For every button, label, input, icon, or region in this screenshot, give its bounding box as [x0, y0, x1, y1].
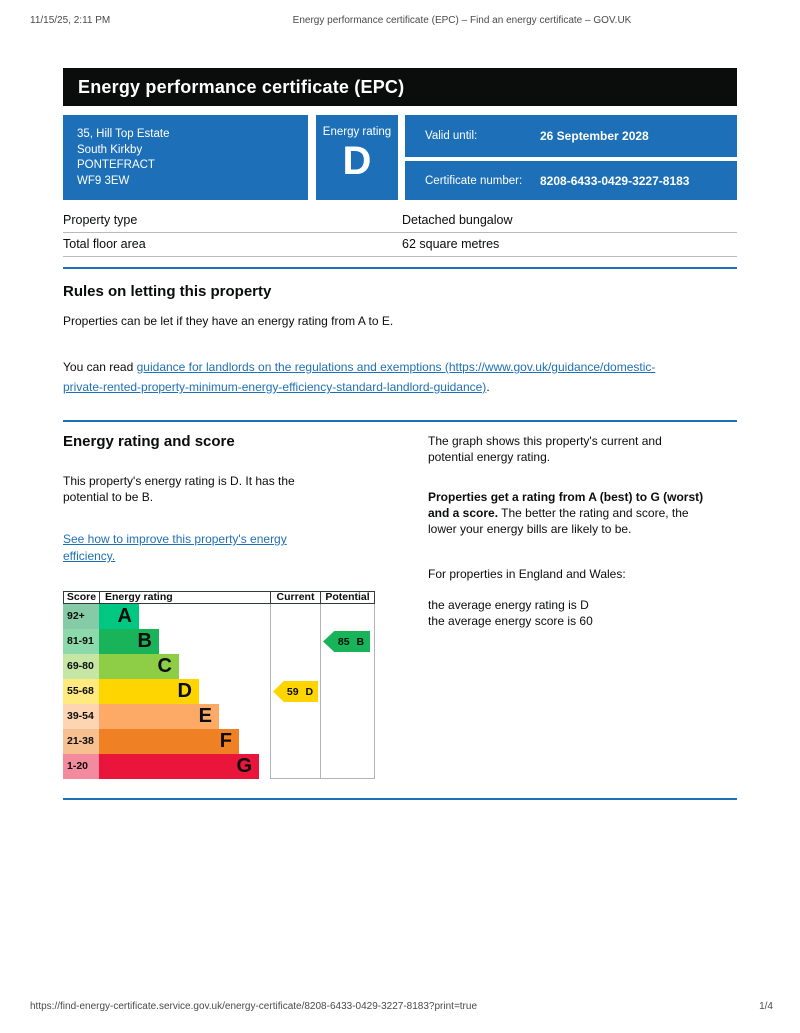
address-line-4: WF9 3EW: [77, 174, 130, 187]
guidance-text-prefix: You can read: [63, 360, 137, 374]
valid-until-label: Valid until:: [425, 130, 478, 142]
band-letter: B: [137, 630, 152, 652]
chart-header-score: Score: [63, 591, 100, 604]
banner-title: Energy performance certificate (EPC): [78, 76, 405, 97]
england-wales-line: For properties in England and Wales:: [428, 567, 626, 581]
address-line-2: South Kirkby: [77, 143, 143, 156]
improve-efficiency-link[interactable]: See how to improve this property's energ…: [63, 532, 287, 546]
band-score-range: 55-68: [63, 679, 99, 704]
certificate-number-box: Certificate number: 8208-6433-0429-3227-…: [405, 161, 737, 200]
chart-header-energy-rating: Energy rating: [99, 591, 271, 604]
landlord-guidance-link[interactable]: private-rented-property-minimum-energy-e…: [63, 380, 487, 394]
section-divider: [63, 420, 737, 422]
valid-until-value: 26 September 2028: [540, 129, 649, 143]
band-bar-c: C: [99, 654, 179, 679]
rating-summary-line: potential to be B.: [63, 490, 154, 504]
print-footer-page-number: 1/4: [759, 1001, 773, 1012]
rating-scale-text: The better the rating and score, the: [498, 506, 689, 520]
section-divider: [63, 798, 737, 800]
address-line-3: PONTEFRACT: [77, 159, 155, 171]
floor-area-label: Total floor area: [63, 237, 146, 251]
average-rating-line: the average energy rating is D: [428, 598, 589, 612]
band-letter: E: [198, 705, 212, 727]
epc-band-row-g: 1-20 G: [63, 754, 374, 779]
certificate-banner: Energy performance certificate (EPC): [63, 68, 737, 106]
table-row: Property type Detached bungalow: [63, 208, 737, 233]
band-score-range: 92+: [63, 604, 99, 629]
graph-explain-paragraph: The graph shows this property's current …: [428, 433, 662, 465]
rating-scale-text: lower your energy bills are likely to be…: [428, 522, 632, 536]
rules-paragraph: Properties can be let if they have an en…: [63, 314, 394, 328]
potential-rating-arrow-letter: B: [356, 635, 365, 648]
energy-rating-box: Energy rating D: [316, 115, 398, 200]
potential-rating-arrow-score: 85: [337, 635, 350, 648]
band-score-range: 39-54: [63, 704, 99, 729]
improve-link-paragraph: See how to improve this property's energ…: [63, 531, 287, 565]
band-score-range: 1-20: [63, 754, 99, 779]
epc-band-row-b: 81-91 B: [63, 629, 374, 654]
certificate-number-value: 8208-6433-0429-3227-8183: [540, 173, 690, 188]
print-datetime: 11/15/25, 2:11 PM: [30, 15, 111, 26]
print-footer-url: https://find-energy-certificate.service.…: [30, 1001, 478, 1012]
band-score-range: 69-80: [63, 654, 99, 679]
potential-rating-arrow: 85 B: [323, 631, 370, 652]
band-letter: A: [117, 605, 132, 627]
print-page-title: Energy performance certificate (EPC) – F…: [292, 15, 632, 26]
current-rating-arrow: 59 D: [273, 681, 318, 702]
property-address-box: 35, Hill Top Estate South Kirkby PONTEFR…: [63, 115, 308, 200]
rating-scale-paragraph: Properties get a rating from A (best) to…: [428, 489, 703, 537]
band-letter: F: [219, 730, 232, 752]
epc-band-row-e: 39-54 E: [63, 704, 374, 729]
band-score-range: 21-38: [63, 729, 99, 754]
epc-chart: Score Energy rating Current Potential 92…: [63, 591, 375, 781]
chart-header-current: Current: [270, 591, 321, 604]
rating-scale-bold: Properties get a rating from A (best) to…: [428, 490, 704, 504]
section-divider: [63, 267, 737, 269]
energy-rating-value: D: [342, 139, 372, 183]
property-type-label: Property type: [63, 213, 138, 227]
epc-band-row-a: 92+ A: [63, 604, 374, 629]
band-bar-e: E: [99, 704, 219, 729]
band-bar-a: A: [99, 604, 139, 629]
current-rating-arrow-letter: D: [305, 685, 314, 698]
graph-explain-line: The graph shows this property's current …: [428, 434, 662, 448]
band-letter: D: [177, 680, 192, 702]
chart-header-potential: Potential: [320, 591, 375, 604]
epc-band-row-c: 69-80 C: [63, 654, 374, 679]
epc-band-row-d: 55-68 D: [63, 679, 374, 704]
rules-heading: Rules on letting this property: [63, 283, 272, 300]
average-values-paragraph: the average energy rating is D the avera…: [428, 597, 593, 629]
epc-band-row-f: 21-38 F: [63, 729, 374, 754]
band-bar-g: G: [99, 754, 259, 779]
energy-rating-label: Energy rating: [322, 126, 392, 138]
current-rating-arrow-score: 59: [286, 685, 299, 698]
certificate-number-label: Certificate number:: [425, 174, 523, 187]
band-bar-f: F: [99, 729, 239, 754]
landlord-guidance-link[interactable]: guidance for landlords on the regulation…: [136, 360, 656, 374]
band-score-range: 81-91: [63, 629, 99, 654]
improve-efficiency-link[interactable]: efficiency.: [63, 549, 116, 563]
band-bar-b: B: [99, 629, 159, 654]
graph-explain-line: potential energy rating.: [428, 450, 551, 464]
rating-summary-paragraph: This property's energy rating is D. It h…: [63, 473, 295, 505]
table-row: Total floor area 62 square metres: [63, 232, 737, 257]
band-bar-d: D: [99, 679, 199, 704]
floor-area-value: 62 square metres: [402, 237, 500, 251]
guidance-text-suffix: .: [486, 380, 490, 394]
valid-until-box: Valid until: 26 September 2028: [405, 115, 737, 157]
band-letter: G: [236, 755, 252, 777]
band-letter: C: [157, 655, 172, 677]
address-line-1: 35, Hill Top Estate: [77, 128, 170, 140]
rules-guidance-paragraph: You can read guidance for landlords on t…: [63, 357, 655, 397]
property-type-value: Detached bungalow: [402, 213, 513, 227]
rating-scale-bold: and a score.: [428, 506, 499, 520]
rating-summary-line: This property's energy rating is D. It h…: [63, 474, 295, 488]
average-score-line: the average energy score is 60: [428, 614, 593, 628]
rating-heading: Energy rating and score: [63, 433, 235, 450]
potential-column: [320, 604, 375, 779]
